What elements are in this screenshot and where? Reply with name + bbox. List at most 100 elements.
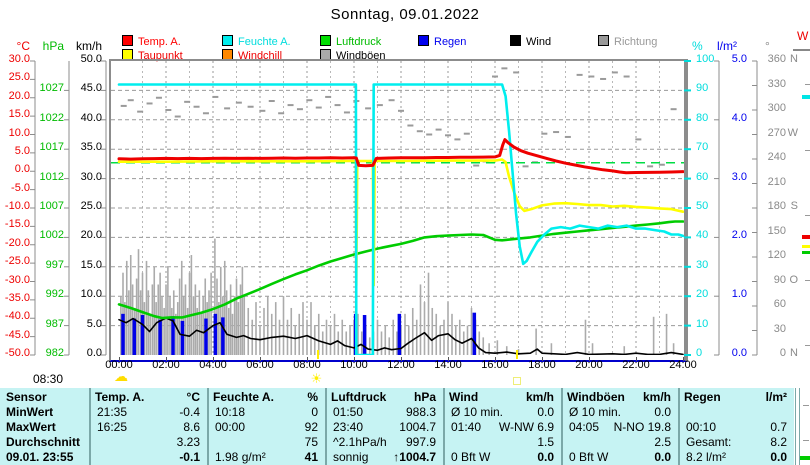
table-row-label: 09.01. 23:55 <box>6 450 74 464</box>
table-cell-value: 997.9 <box>405 435 436 449</box>
tick-label: 40 <box>696 229 709 242</box>
cutoff-tick <box>803 440 809 441</box>
tick-label: 1.0 <box>731 288 747 301</box>
table-cell-value: 3.23 <box>176 435 200 449</box>
tick-label: -25.0 <box>4 255 30 268</box>
legend-label: Richtung <box>614 36 658 48</box>
legend-label: Wind <box>526 36 552 48</box>
table-cell: 0 Bft W <box>569 450 609 464</box>
table-cell-value: 8.6 <box>183 420 200 434</box>
table-cell-value: 2.5 <box>654 435 671 449</box>
cutoff-table-separator <box>799 388 800 465</box>
cutoff-table-separator <box>795 388 796 465</box>
cutoff-gray-line <box>793 49 810 51</box>
table-cell-value: 1.5 <box>537 435 554 449</box>
table-cell: 04:05 <box>569 420 600 434</box>
sunset-tick-marker <box>515 350 518 359</box>
table-cell: 23:40 <box>333 420 364 434</box>
tick-label: 0.0 <box>731 347 747 359</box>
table-header-unit: km/h <box>525 390 554 404</box>
tick-label: -5.0 <box>11 181 30 194</box>
tick-label: 0 <box>696 347 703 359</box>
tick-label: 5.0 <box>86 317 102 330</box>
chart-canvas <box>111 61 685 357</box>
legend-swatch <box>418 35 429 46</box>
sunset-marker-icon <box>512 377 521 385</box>
tick-label: 25.0 <box>80 200 102 212</box>
tick-label: 20 <box>696 288 709 301</box>
tick-label: 1002 <box>39 229 64 242</box>
tick-label: 70 <box>696 141 709 154</box>
tick-label: -30.0 <box>4 273 30 286</box>
legend-item-regen: Regen <box>418 35 466 48</box>
cutoff-green-mark <box>802 251 810 254</box>
tick-label: 150 <box>767 224 786 237</box>
tick-label: 90 <box>696 82 709 95</box>
x-axis-tick <box>213 357 214 361</box>
legend-label: Luftdruck <box>336 36 382 48</box>
table-header-unit: l/m² <box>765 390 787 404</box>
summary-table: Sensor Temp. A. °C Feuchte A.% Luftdruck hPa W… <box>0 388 794 465</box>
table-cell-value: 75 <box>304 435 318 449</box>
tick-label: 1027 <box>39 82 64 95</box>
cutoff-tick <box>805 215 810 216</box>
x-axis-tick <box>307 357 308 361</box>
legend-item-richtung: Richtung <box>598 35 657 48</box>
tick-label: 80 <box>696 111 709 124</box>
table-column-separator <box>89 388 91 465</box>
tick-label: 1022 <box>39 111 64 124</box>
table-header: Sensor <box>6 390 47 404</box>
tick-label: 30 <box>696 258 709 271</box>
tick-label: 15.0 <box>80 258 102 271</box>
cutoff-tick <box>805 280 810 281</box>
table-cell: sonnig <box>333 450 369 464</box>
table-header: Feuchte A. <box>213 390 274 404</box>
x-axis-label: 16:00 <box>481 359 509 371</box>
x-axis-tick <box>542 357 543 361</box>
legend-label: Temp. A. <box>138 36 181 48</box>
sunrise-time-label: 08:30 <box>33 372 64 386</box>
table-cell: 01:40 <box>451 420 482 434</box>
legend-swatch <box>222 35 233 46</box>
tick-label: 997 <box>45 258 64 271</box>
tick-label: 30 <box>773 322 786 335</box>
table-cell-value: 0.0 <box>654 450 671 464</box>
x-axis-tick <box>683 357 684 361</box>
cutoff-green-bar <box>800 456 810 460</box>
tick-label: 20.0 <box>80 229 102 242</box>
table-cell-value: -0.1 <box>179 450 200 464</box>
x-axis-tick <box>401 357 402 361</box>
table-cell-value: ↑1004.7 <box>393 450 436 464</box>
cutoff-yellow-mark <box>802 245 810 248</box>
cloud-icon: ☁ <box>114 368 128 384</box>
cutoff-red-mark <box>802 235 810 239</box>
axis-unit-direction: ° <box>765 39 770 53</box>
x-axis-label: 00:00 <box>105 359 133 371</box>
tick-label: 982 <box>45 347 64 359</box>
table-header-unit: °C <box>186 390 200 404</box>
legend-item-wind: Wind <box>510 35 551 48</box>
x-axis-label: 08:00 <box>293 359 321 371</box>
tick-label: 120 <box>767 249 786 261</box>
table-cell-value: 0.0 <box>654 405 671 419</box>
table-cell-value: 0.0 <box>537 405 554 419</box>
tick-label: 50.0 <box>80 53 102 65</box>
legend-label: Regen <box>434 36 467 48</box>
tick-label: 240 <box>767 151 786 163</box>
table-header-unit: hPa <box>413 390 436 404</box>
legend-item-temp-a-: Temp. A. <box>122 35 181 48</box>
x-axis-label: 10:00 <box>340 359 368 371</box>
tick-label: 5.0 <box>14 144 30 157</box>
tick-label: -50.0 <box>4 347 30 359</box>
tick-label: 300 <box>767 102 786 114</box>
cutoff-cyan-mark <box>802 95 810 99</box>
tick-label: 25.0 <box>8 71 30 84</box>
tick-label: 60 <box>773 298 786 310</box>
x-axis-label: 20:00 <box>575 359 603 371</box>
table-row-label: Durchschnitt <box>6 435 81 449</box>
table-header: Temp. A. <box>95 390 145 404</box>
tick-label: 10.0 <box>8 126 30 139</box>
axis-unit-pressure: hPa <box>42 39 64 53</box>
tick-label: 90 O <box>773 273 798 286</box>
legend-label: Feuchte A. <box>238 36 291 48</box>
